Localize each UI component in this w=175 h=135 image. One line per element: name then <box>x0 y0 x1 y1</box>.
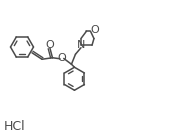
Text: O: O <box>90 25 99 35</box>
Text: HCl: HCl <box>4 119 26 132</box>
Text: O: O <box>58 53 66 63</box>
Text: O: O <box>45 40 54 50</box>
Text: N: N <box>77 40 85 50</box>
